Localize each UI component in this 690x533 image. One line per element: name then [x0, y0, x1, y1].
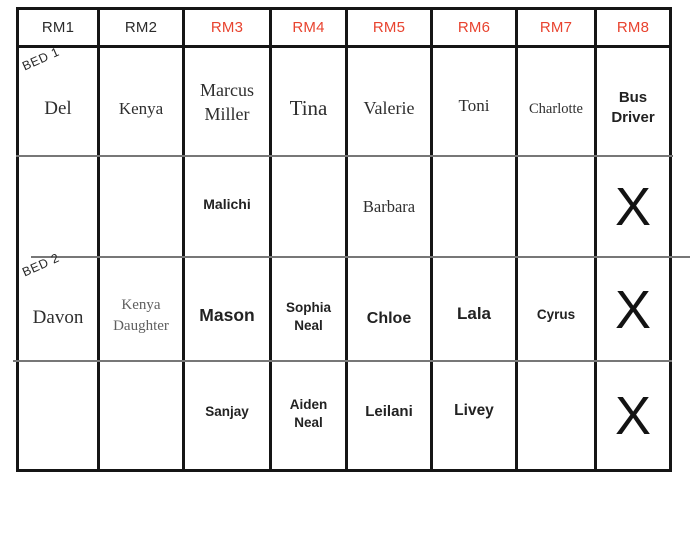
cell-rm5-bed1b: Barbara — [348, 157, 433, 257]
cell-rm4-bed1: Tina — [272, 48, 348, 157]
cell-rm3-bed2b: Sanjay — [185, 362, 272, 469]
cell-rm8-bed2-x: X — [614, 279, 652, 340]
header-rm6: RM6 — [433, 10, 518, 48]
cell-rm8-bed1b-x: X — [614, 177, 652, 237]
cell-rm3-bed1b: Malichi — [185, 157, 272, 257]
cell-rm2-bed2b — [100, 362, 185, 469]
cell-rm2-bed1b — [100, 157, 185, 257]
row-divider-bed2 — [13, 360, 672, 362]
cell-rm5-bed2: Chloe — [348, 257, 433, 362]
cell-rm7-bed1: Charlotte — [518, 48, 597, 157]
cell-rm6-bed1: Toni — [433, 48, 518, 157]
header-rm2: RM2 — [100, 10, 185, 48]
cell-rm6-bed2b: Livey — [433, 362, 518, 469]
cell-rm8-bed1: Bus Driver — [611, 89, 655, 126]
header-rm8: RM8 — [597, 10, 669, 48]
assignment-table: RM1 RM2 RM3 RM4 RM5 RM6 RM7 RM8 Del Keny… — [16, 7, 672, 472]
cell-rm1-bed2b — [19, 362, 100, 469]
cell-rm2-bed2: Kenya Daughter — [100, 257, 185, 362]
cell-rm4-bed2: Sophia Neal — [272, 257, 348, 362]
cell-rm5-bed1: Valerie — [348, 48, 433, 157]
cell-rm4-bed1b — [272, 157, 348, 257]
cell-rm4-bed2b: Aiden Neal — [272, 362, 348, 469]
header-rm5: RM5 — [348, 10, 433, 48]
row-divider-bed1 — [16, 155, 673, 157]
cell-rm8-bed2b-x: X — [614, 385, 652, 446]
header-rm1: RM1 — [19, 10, 100, 48]
cell-rm1-bed2: Davon — [19, 257, 100, 362]
cell-rm3-bed2: Mason — [185, 257, 272, 362]
cell-rm2-bed1: Kenya — [100, 48, 185, 157]
cell-rm6-bed1b — [433, 157, 518, 257]
cell-rm6-bed2: Lala — [433, 257, 518, 362]
cell-rm1-bed1b — [19, 157, 100, 257]
header-rm3: RM3 — [185, 10, 272, 48]
row-divider-bed1-bed2 — [31, 256, 690, 258]
cell-rm1-bed1: Del — [19, 48, 100, 157]
cell-rm5-bed2b: Leilani — [348, 362, 433, 469]
cell-rm7-bed1b — [518, 157, 597, 257]
cell-rm3-bed1: Marcus Miller — [185, 48, 272, 157]
header-rm7: RM7 — [518, 10, 597, 48]
header-rm4: RM4 — [272, 10, 348, 48]
cell-rm7-bed2: Cyrus — [518, 257, 597, 362]
cell-rm7-bed2b — [518, 362, 597, 469]
